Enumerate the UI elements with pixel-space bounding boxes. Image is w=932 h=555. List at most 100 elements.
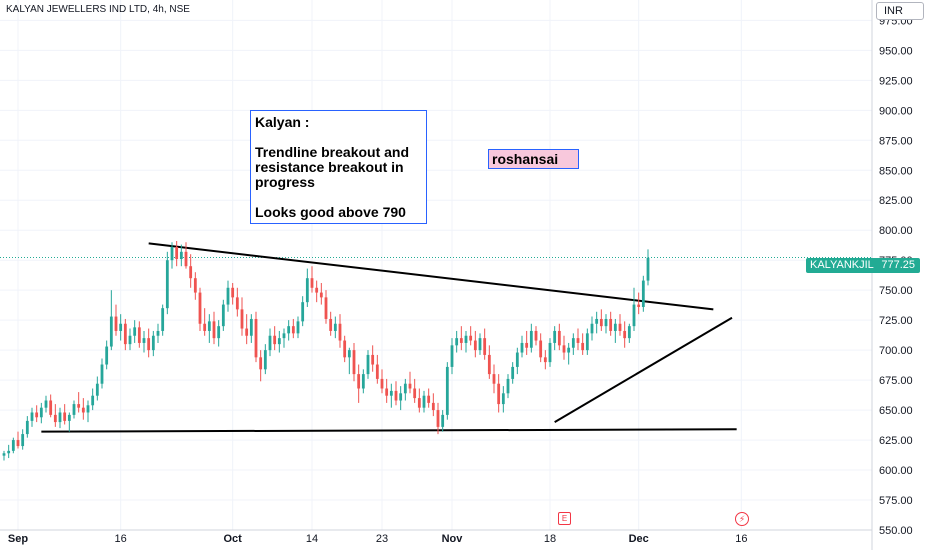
analysis-note-box[interactable]: Kalyan : Trendline breakout and resistan… [250,110,427,224]
candle [268,328,272,357]
candle [81,398,85,420]
candle [436,402,440,435]
candle [576,328,580,351]
candle [296,316,300,339]
candle [305,268,309,307]
candle [506,374,510,399]
candle [49,394,53,418]
candle [142,330,146,353]
candle [315,280,319,303]
candle [543,350,547,370]
x-tick-label: 14 [306,533,318,545]
axes: 550.00 575.00 600.00 625.00 650.00 675.00 700.… [0,0,913,550]
candle [263,344,267,375]
candle [25,416,29,438]
candle [492,364,496,394]
candle [221,299,225,331]
note-line-5: progress [255,174,315,190]
candle [105,340,109,370]
candle [301,296,305,327]
candle [618,314,622,336]
drawn-trendlines[interactable] [41,242,737,433]
candle [613,318,617,343]
candle [119,314,123,341]
candle [203,308,207,336]
candle [347,347,351,375]
candle [137,321,141,348]
candle [534,326,538,346]
candle [389,383,393,408]
candle [277,330,281,353]
candle [431,393,435,417]
rising-trendline-line[interactable] [554,316,733,423]
candle [95,376,99,401]
candle [417,388,421,413]
candle [240,297,244,336]
candle [179,244,183,267]
x-tick-label: Dec [629,533,649,545]
candle [7,444,11,459]
y-tick-label: 925.00 [879,75,913,87]
candles [2,241,650,461]
y-tick-label: 600.00 [879,465,913,477]
candle [455,330,459,353]
candle [357,364,361,403]
candle [217,320,221,347]
candle [212,311,216,345]
candle [189,254,193,288]
candle [585,328,589,355]
resistance-line[interactable] [148,242,714,311]
candle [16,431,20,449]
candle [156,323,160,343]
y-tick-label: 950.00 [879,45,913,57]
y-tick-label: 750.00 [879,285,913,297]
candle [483,328,487,360]
candle [403,378,407,401]
y-tick-label: 625.00 [879,435,913,447]
candle [361,369,365,394]
y-tick-label: 700.00 [879,345,913,357]
dividend-lightning-icon[interactable]: ⚡ [735,512,749,526]
candle [291,318,295,339]
candle [11,437,15,454]
candle [609,311,613,336]
candle [413,378,417,403]
candle [567,342,571,365]
currency-selector[interactable]: INR [876,2,924,20]
candle [632,287,636,331]
candle [590,316,594,341]
candle [114,304,118,336]
candle [562,335,566,360]
support-line[interactable] [41,428,737,433]
candle [226,280,230,312]
candle [198,287,202,331]
x-tick-label: 23 [376,533,388,545]
y-tick-label: 575.00 [879,495,913,507]
candle [161,304,165,336]
candle [287,320,291,341]
candle [207,314,211,343]
author-label[interactable]: roshansai [488,149,579,169]
candle [72,400,76,419]
candle [515,347,519,375]
candle [343,335,347,363]
y-tick-label: 550.00 [879,525,913,537]
note-line-7: Looks good above 790 [255,204,406,220]
candle [2,450,6,461]
candle [525,330,529,355]
candle [175,241,179,267]
candle [77,392,81,413]
candle [254,311,258,363]
candle [249,314,253,343]
earnings-e-icon[interactable]: E [558,512,571,525]
candle [408,371,412,394]
y-tick-label: 725.00 [879,315,913,327]
y-tick-label: 675.00 [879,375,913,387]
y-tick-label: 875.00 [879,135,913,147]
y-tick-label: 650.00 [879,405,913,417]
candle [184,242,188,269]
candle [539,333,543,363]
candle [548,338,552,367]
